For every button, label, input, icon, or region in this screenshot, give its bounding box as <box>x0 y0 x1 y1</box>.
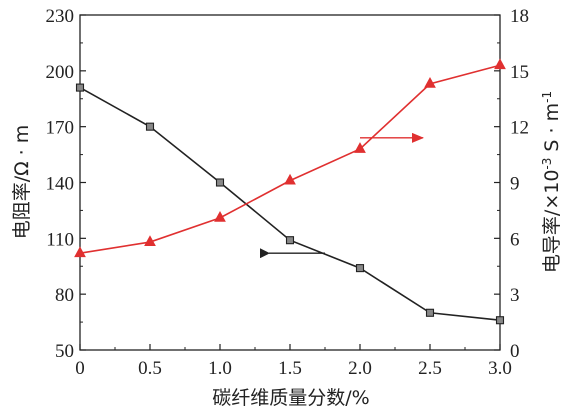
right-axis-title-exp: -3 <box>540 158 554 170</box>
data-point-triangle <box>424 77 436 88</box>
x-tick-label: 0 <box>75 358 85 379</box>
right-tick-label: 15 <box>510 62 529 83</box>
right-axis-title-tail: S · m <box>541 103 563 158</box>
data-point-triangle <box>214 211 226 222</box>
series-2 <box>74 58 506 258</box>
x-axis-title: 碳纤维质量分数/% <box>212 387 369 409</box>
right-tick-label: 6 <box>510 229 520 250</box>
right-tick-label: 9 <box>510 174 520 195</box>
x-tick-label: 1.5 <box>278 358 302 379</box>
data-point-triangle <box>74 246 86 258</box>
right-axis-title-exp2: -1 <box>540 91 554 103</box>
data-point-square <box>215 178 225 187</box>
series-line <box>79 64 501 255</box>
data-point-square <box>75 83 85 92</box>
data-point-square <box>425 308 435 317</box>
data-point-triangle <box>494 58 506 70</box>
x-tick-label: 2.0 <box>348 358 372 379</box>
left-tick-label: 50 <box>55 341 74 362</box>
data-point-triangle <box>144 235 156 246</box>
data-point-triangle <box>284 173 296 185</box>
series-line <box>79 86 501 322</box>
left-axis-title: 电阻率/Ω · m <box>11 125 33 240</box>
right-tick-label: 12 <box>510 118 529 139</box>
left-tick-label: 170 <box>46 118 75 139</box>
x-tick-label: 2.5 <box>418 358 442 379</box>
x-axis-ticks: 0 0.5 1.0 1.5 2.0 2.5 3.0 <box>75 344 512 379</box>
left-tick-label: 80 <box>55 285 74 306</box>
annotation-layer <box>260 132 424 259</box>
left-tick-label: 140 <box>46 174 75 195</box>
right-tick-label: 0 <box>510 341 520 362</box>
series-layer <box>74 58 506 325</box>
data-point-square <box>355 264 365 273</box>
x-tick-label: 0.5 <box>138 358 162 379</box>
x-tick-label: 3.0 <box>488 358 512 379</box>
data-point-triangle <box>354 142 366 153</box>
right-axis-title: 电导率/×10-3 S · m-1 <box>540 91 563 273</box>
data-point-square <box>495 316 505 325</box>
data-point-square <box>285 236 295 245</box>
left-tick-label: 200 <box>46 62 75 83</box>
left-axis-ticks: 50 80 110 140 170 200 230 <box>46 6 86 362</box>
left-tick-label: 110 <box>46 229 74 250</box>
x-tick-label: 1.0 <box>208 358 232 379</box>
right-tick-label: 3 <box>510 285 520 306</box>
right-axis-ticks: 0 3 6 9 12 15 18 <box>494 6 529 362</box>
right-axis-title-main: 电导率/×10 <box>541 170 563 274</box>
right-tick-label: 18 <box>510 6 529 27</box>
left-tick-label: 230 <box>46 6 75 27</box>
series-1 <box>75 83 505 325</box>
data-point-square <box>145 122 155 131</box>
